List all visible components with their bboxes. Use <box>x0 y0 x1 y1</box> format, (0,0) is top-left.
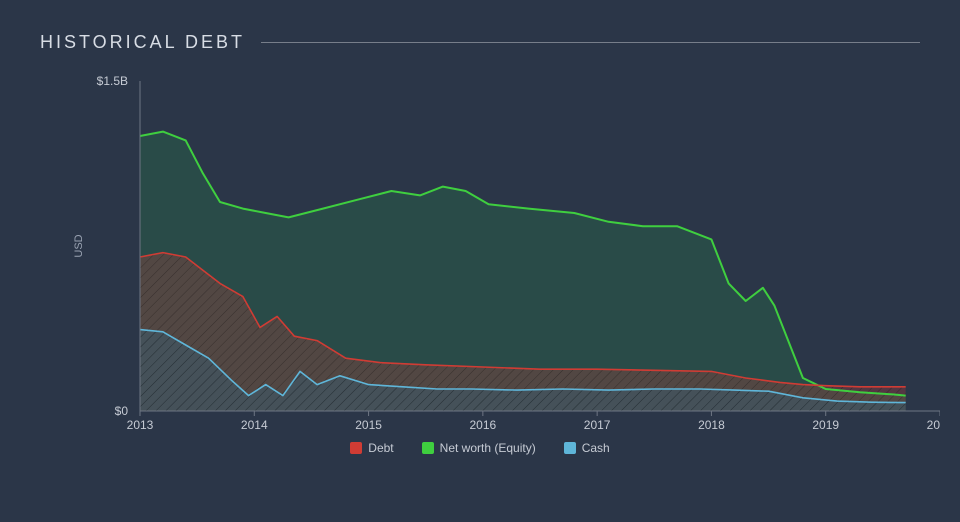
svg-text:USD: USD <box>73 234 85 257</box>
chart-card: HISTORICAL DEBT 2013 2014 2015 2016 2017 2018… <box>0 0 960 522</box>
svg-text:$0: $0 <box>115 404 129 418</box>
svg-text:$1.5B: $1.5B <box>97 74 128 88</box>
legend-item-equity: Net worth (Equity) <box>422 441 536 455</box>
legend-swatch-debt <box>350 442 362 454</box>
svg-text:2018: 2018 <box>698 418 725 431</box>
legend-item-debt: Debt <box>350 441 393 455</box>
svg-text:2017: 2017 <box>584 418 611 431</box>
legend-label-debt: Debt <box>368 441 393 455</box>
chart-plot-area: 20132014201520162017201820192020$0$1.5BU… <box>40 71 920 471</box>
legend-item-cash: Cash <box>564 441 610 455</box>
svg-text:2013: 2013 <box>127 418 154 431</box>
legend-label-equity: Net worth (Equity) <box>440 441 536 455</box>
legend-label-cash: Cash <box>582 441 610 455</box>
svg-text:2019: 2019 <box>812 418 839 431</box>
svg-text:2015: 2015 <box>355 418 382 431</box>
chart-legend: Debt Net worth (Equity) Cash <box>40 441 920 455</box>
title-row: HISTORICAL DEBT <box>40 32 920 53</box>
svg-text:2014: 2014 <box>241 418 268 431</box>
chart-title: HISTORICAL DEBT <box>40 32 245 53</box>
legend-swatch-cash <box>564 442 576 454</box>
svg-text:2020: 2020 <box>927 418 940 431</box>
svg-text:2016: 2016 <box>470 418 497 431</box>
chart-svg: 2013 2014 2015 2016 2017 2018 2019 2020 $0 $1.5B U… <box>40 71 940 431</box>
legend-swatch-equity <box>422 442 434 454</box>
title-rule <box>261 42 920 43</box>
